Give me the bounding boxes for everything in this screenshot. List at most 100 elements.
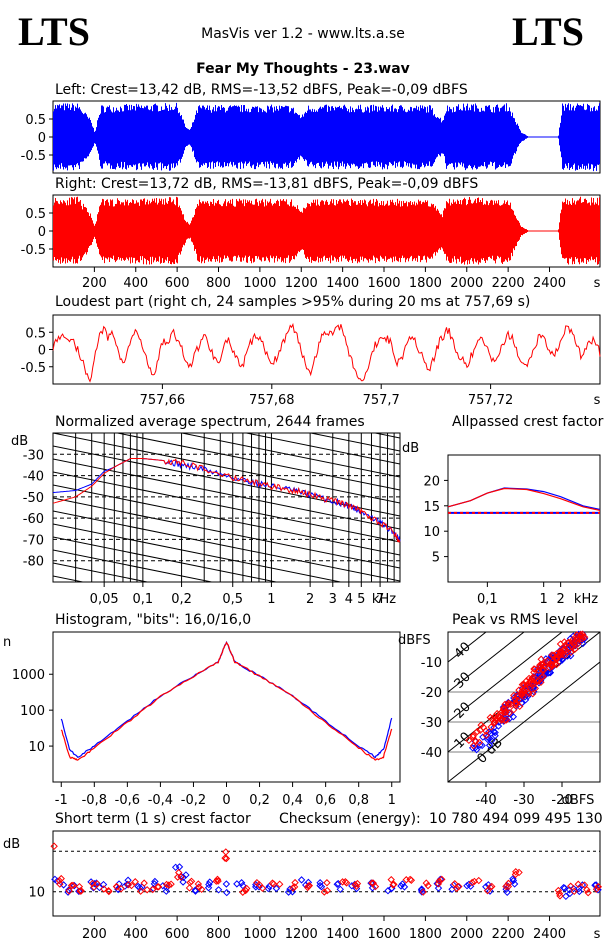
- short-term-point: [114, 885, 122, 894]
- spectrum-slope-line: [53, 329, 400, 399]
- short-term-point: [290, 883, 299, 891]
- spectrum-series-line: [52, 458, 401, 543]
- peak-rms-diagonal: [448, 632, 487, 663]
- right-waveform-xtick-label: 1400: [326, 276, 359, 291]
- short-term-x-unit: s: [594, 927, 601, 942]
- short-term-point: [468, 878, 476, 887]
- short-term-point: [417, 885, 426, 893]
- short-term-point: [323, 879, 331, 887]
- short-term-point: [510, 880, 519, 888]
- short-term-ylabel: dB: [3, 837, 20, 852]
- short-term-point: [127, 881, 136, 890]
- short-term-point: [99, 880, 108, 889]
- short-term-point: [451, 880, 459, 888]
- spectrum-ytick-label: -40: [23, 470, 44, 485]
- histogram-xtick-label: 0,2: [249, 793, 270, 808]
- short-term-point: [289, 884, 297, 892]
- spectrum-ytick-label: -60: [23, 512, 44, 527]
- spectrum-slope-line: [53, 355, 400, 425]
- histogram-ylabel: n: [3, 635, 11, 650]
- peak-rms-point: [542, 658, 550, 667]
- short-term-point: [206, 878, 214, 886]
- short-term-point: [284, 888, 293, 896]
- histogram-series-line: [60, 641, 393, 761]
- right-waveform-x-unit: s: [594, 276, 601, 291]
- short-term-point: [272, 884, 281, 893]
- short-term-point: [255, 880, 263, 889]
- short-term-xtick-label: 200: [82, 927, 107, 942]
- short-term-point: [509, 875, 517, 883]
- short-term-point: [575, 884, 583, 893]
- short-term-xtick-label: 2000: [450, 927, 483, 942]
- peak-rms-point: [487, 736, 496, 745]
- peak-rms-xlabel: dBFS: [562, 793, 595, 808]
- short-term-point: [348, 882, 356, 890]
- histogram-ytick-label: 100: [20, 704, 45, 719]
- peak-rms-point: [539, 660, 547, 668]
- peak-rms-point: [473, 727, 481, 736]
- short-term-xtick-label: 1400: [326, 927, 359, 942]
- short-term-point: [143, 886, 151, 894]
- peak-rms-point: [530, 668, 538, 677]
- peak-rms-point: [524, 688, 532, 696]
- histogram-ytick-label: 1000: [12, 668, 45, 683]
- peak-rms-point: [537, 678, 545, 687]
- peak-rms-point: [511, 699, 520, 707]
- short-term-point: [463, 881, 471, 890]
- spectrum-slope-line: [53, 575, 86, 582]
- left-waveform-ytick-label: -0.5: [21, 149, 46, 164]
- peak-rms-diagonal: [448, 632, 525, 693]
- short-term-point: [560, 884, 569, 892]
- short-term-point: [191, 887, 200, 895]
- spectrum-slope-line: [179, 433, 400, 478]
- short-term-point: [173, 873, 182, 881]
- spectrum-xtick-label: 7: [376, 592, 384, 607]
- peak-rms-point: [558, 650, 566, 659]
- peak-rms-point: [494, 722, 503, 730]
- peak-rms-point: [569, 632, 578, 640]
- short-term-point: [452, 884, 461, 893]
- loudest-part-xtick-label: 757,72: [468, 393, 514, 408]
- peak-rms-point: [510, 705, 518, 714]
- short-term-point: [117, 885, 125, 893]
- short-term-point: [124, 876, 132, 884]
- spectrum-slope-line: [308, 433, 400, 452]
- short-term-point: [243, 884, 251, 893]
- short-term-point: [185, 884, 194, 892]
- short-term-point: [486, 883, 495, 891]
- peak-rms-point: [566, 652, 575, 660]
- right-waveform-xtick-label: 1000: [243, 276, 276, 291]
- short-term-point: [387, 875, 395, 884]
- short-term-point: [179, 873, 188, 882]
- short-term-point: [268, 879, 277, 887]
- left-waveform-title: Left: Crest=13,42 dB, RMS=-13,52 dBFS, P…: [55, 82, 468, 98]
- loudest-part-title: Loudest part (right ch, 24 samples >95% …: [55, 294, 531, 310]
- spectrum-slope-line: [53, 562, 150, 582]
- histogram-xtick-label: 0,6: [315, 793, 336, 808]
- short-term-point: [368, 884, 377, 892]
- short-term-point: [121, 882, 129, 890]
- peak-rms-point: [513, 692, 521, 700]
- short-term-point: [584, 889, 592, 897]
- spectrum-slope-line: [53, 497, 400, 569]
- right-waveform-ytick-label: 0.5: [25, 207, 46, 222]
- short-term-point: [353, 879, 362, 888]
- allpassed-ytick-label: 10: [423, 525, 440, 540]
- short-term-point: [162, 883, 171, 892]
- peak-rms-point: [540, 666, 548, 674]
- peak-rms-point: [487, 723, 495, 731]
- short-term-point: [51, 875, 59, 884]
- peak-rms-point: [479, 723, 488, 731]
- short-term-point: [305, 881, 314, 890]
- short-term-point: [555, 889, 564, 898]
- short-term-point: [182, 871, 190, 879]
- short-term-point: [515, 868, 523, 877]
- peak-rms-point: [564, 638, 573, 647]
- histogram-xtick-label: -1: [55, 793, 68, 808]
- peak-rms-point: [556, 648, 565, 656]
- right-waveform-xtick-label: 2200: [492, 276, 525, 291]
- histogram-xtick-label: 1: [388, 793, 396, 808]
- short-term-point: [504, 882, 513, 891]
- histogram-xtick-label: -0,2: [181, 793, 206, 808]
- loudest-part-frame: [52, 314, 601, 385]
